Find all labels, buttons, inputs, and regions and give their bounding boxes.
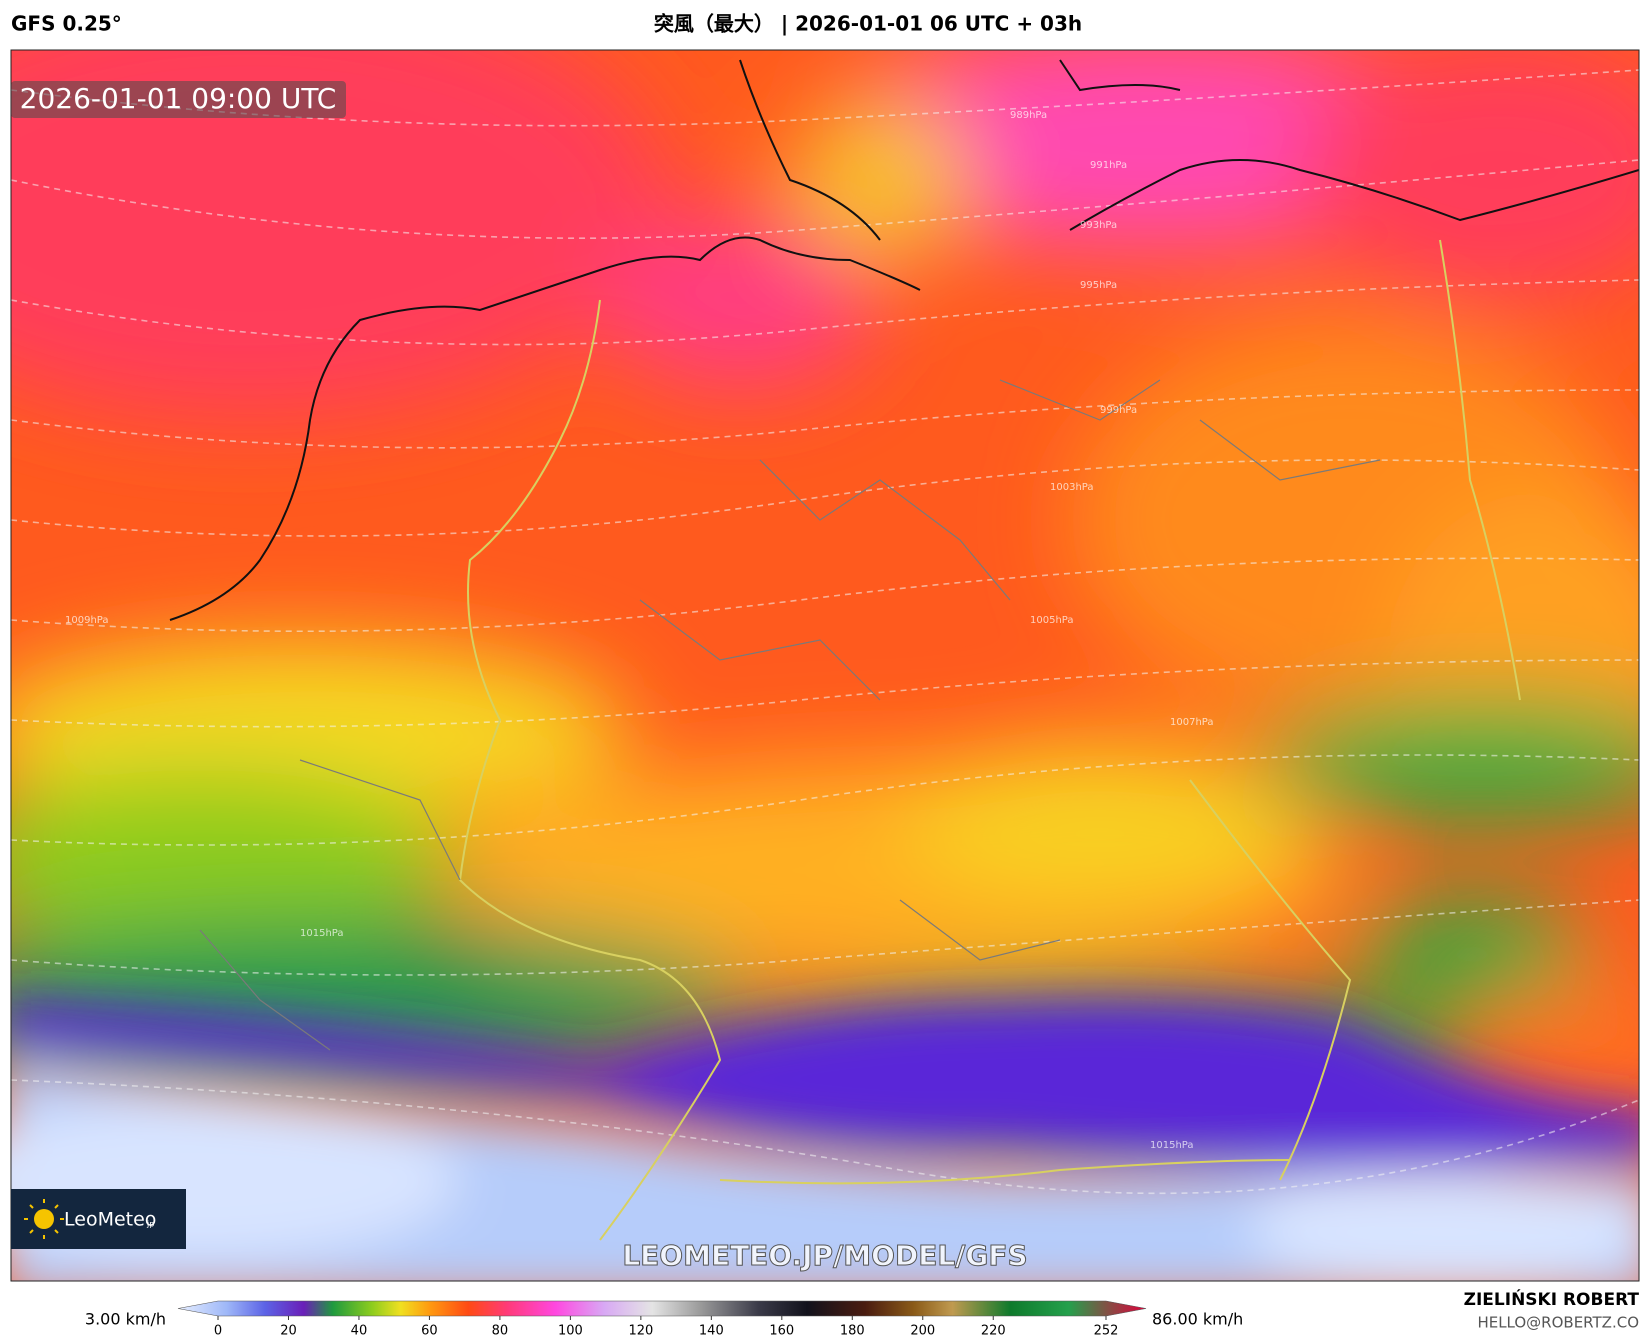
colorbar-tick-label: 200: [910, 1324, 935, 1339]
regions: [199, 379, 1381, 1051]
isobars: [11, 69, 1639, 1195]
colorbar-tick-label: 220: [981, 1324, 1006, 1339]
isobar-label: 993hPa: [1080, 220, 1117, 231]
colorbar-tick-label: 160: [769, 1324, 794, 1339]
colorbar-min-label: 3.00 km/h: [85, 1310, 166, 1329]
logo-text: LeoMeteo: [64, 1209, 156, 1231]
isobar-label: 991hPa: [1090, 160, 1127, 171]
isobar-label: 989hPa: [1010, 110, 1047, 121]
isobar-label: 1015hPa: [1150, 1140, 1194, 1151]
contact: HELLO@ROBERTZ.CO: [1477, 1314, 1639, 1332]
logo-sun: [34, 1209, 54, 1229]
author: ZIELIŃSKI ROBERT: [1464, 1288, 1640, 1310]
logo-rays: [24, 1199, 64, 1239]
colorbar-tick-label: 140: [699, 1324, 724, 1339]
colorbar-tick-label: 60: [421, 1324, 438, 1339]
logo-suffix: jp: [146, 1220, 154, 1229]
isobar-label: 1003hPa: [1050, 482, 1094, 493]
colorbar-tick-label: 252: [1094, 1324, 1119, 1339]
time-box: [11, 81, 346, 118]
isobar-label: 995hPa: [1080, 280, 1117, 291]
isobar-label: 999hPa: [1100, 405, 1137, 416]
colorbar-tick-label: 40: [351, 1324, 368, 1339]
colorbar-tick-label: 0: [214, 1324, 222, 1339]
colorbar-tick-label: 120: [628, 1324, 653, 1339]
map-frame: [10, 49, 1640, 1282]
isobar-label: 1009hPa: [65, 615, 109, 626]
valid-time: 2026-01-01 09:00 UTC: [20, 82, 337, 115]
model-label: GFS 0.25°: [11, 12, 122, 36]
watermark: LEOMETEO.JP/MODEL/GFS: [622, 1239, 1027, 1272]
colorbar-tick-label: 80: [492, 1324, 509, 1339]
colorbar-body: [177, 1300, 1147, 1317]
map-area: 989hPa 991hPa 993hPa 995hPa 999hPa 1003hPa 100…: [11, 50, 1639, 1281]
coastline: [169, 59, 1639, 621]
isobar-label: 1005hPa: [1030, 615, 1074, 626]
isobar-label: 1007hPa: [1170, 717, 1214, 728]
borders: [458, 239, 1521, 1241]
colorbar-tick-label: 180: [840, 1324, 865, 1339]
isobar-labels: 989hPa 991hPa 993hPa 995hPa 999hPa 1003hPa 100…: [65, 110, 1214, 1151]
colorbar: 0 20 40 60 80 100 120 140 160 180 200 220 252: [177, 1300, 1147, 1339]
colorbar-tick-label: 100: [558, 1324, 583, 1339]
colorbar-tick-label: 20: [280, 1324, 297, 1339]
wind-field: [11, 50, 1639, 1130]
map-title: 突風（最大） | 2026-01-01 06 UTC + 03h: [654, 12, 1082, 36]
colorbar-max-label: 86.00 km/h: [1152, 1310, 1243, 1329]
isobar-label: 1015hPa: [300, 928, 344, 939]
